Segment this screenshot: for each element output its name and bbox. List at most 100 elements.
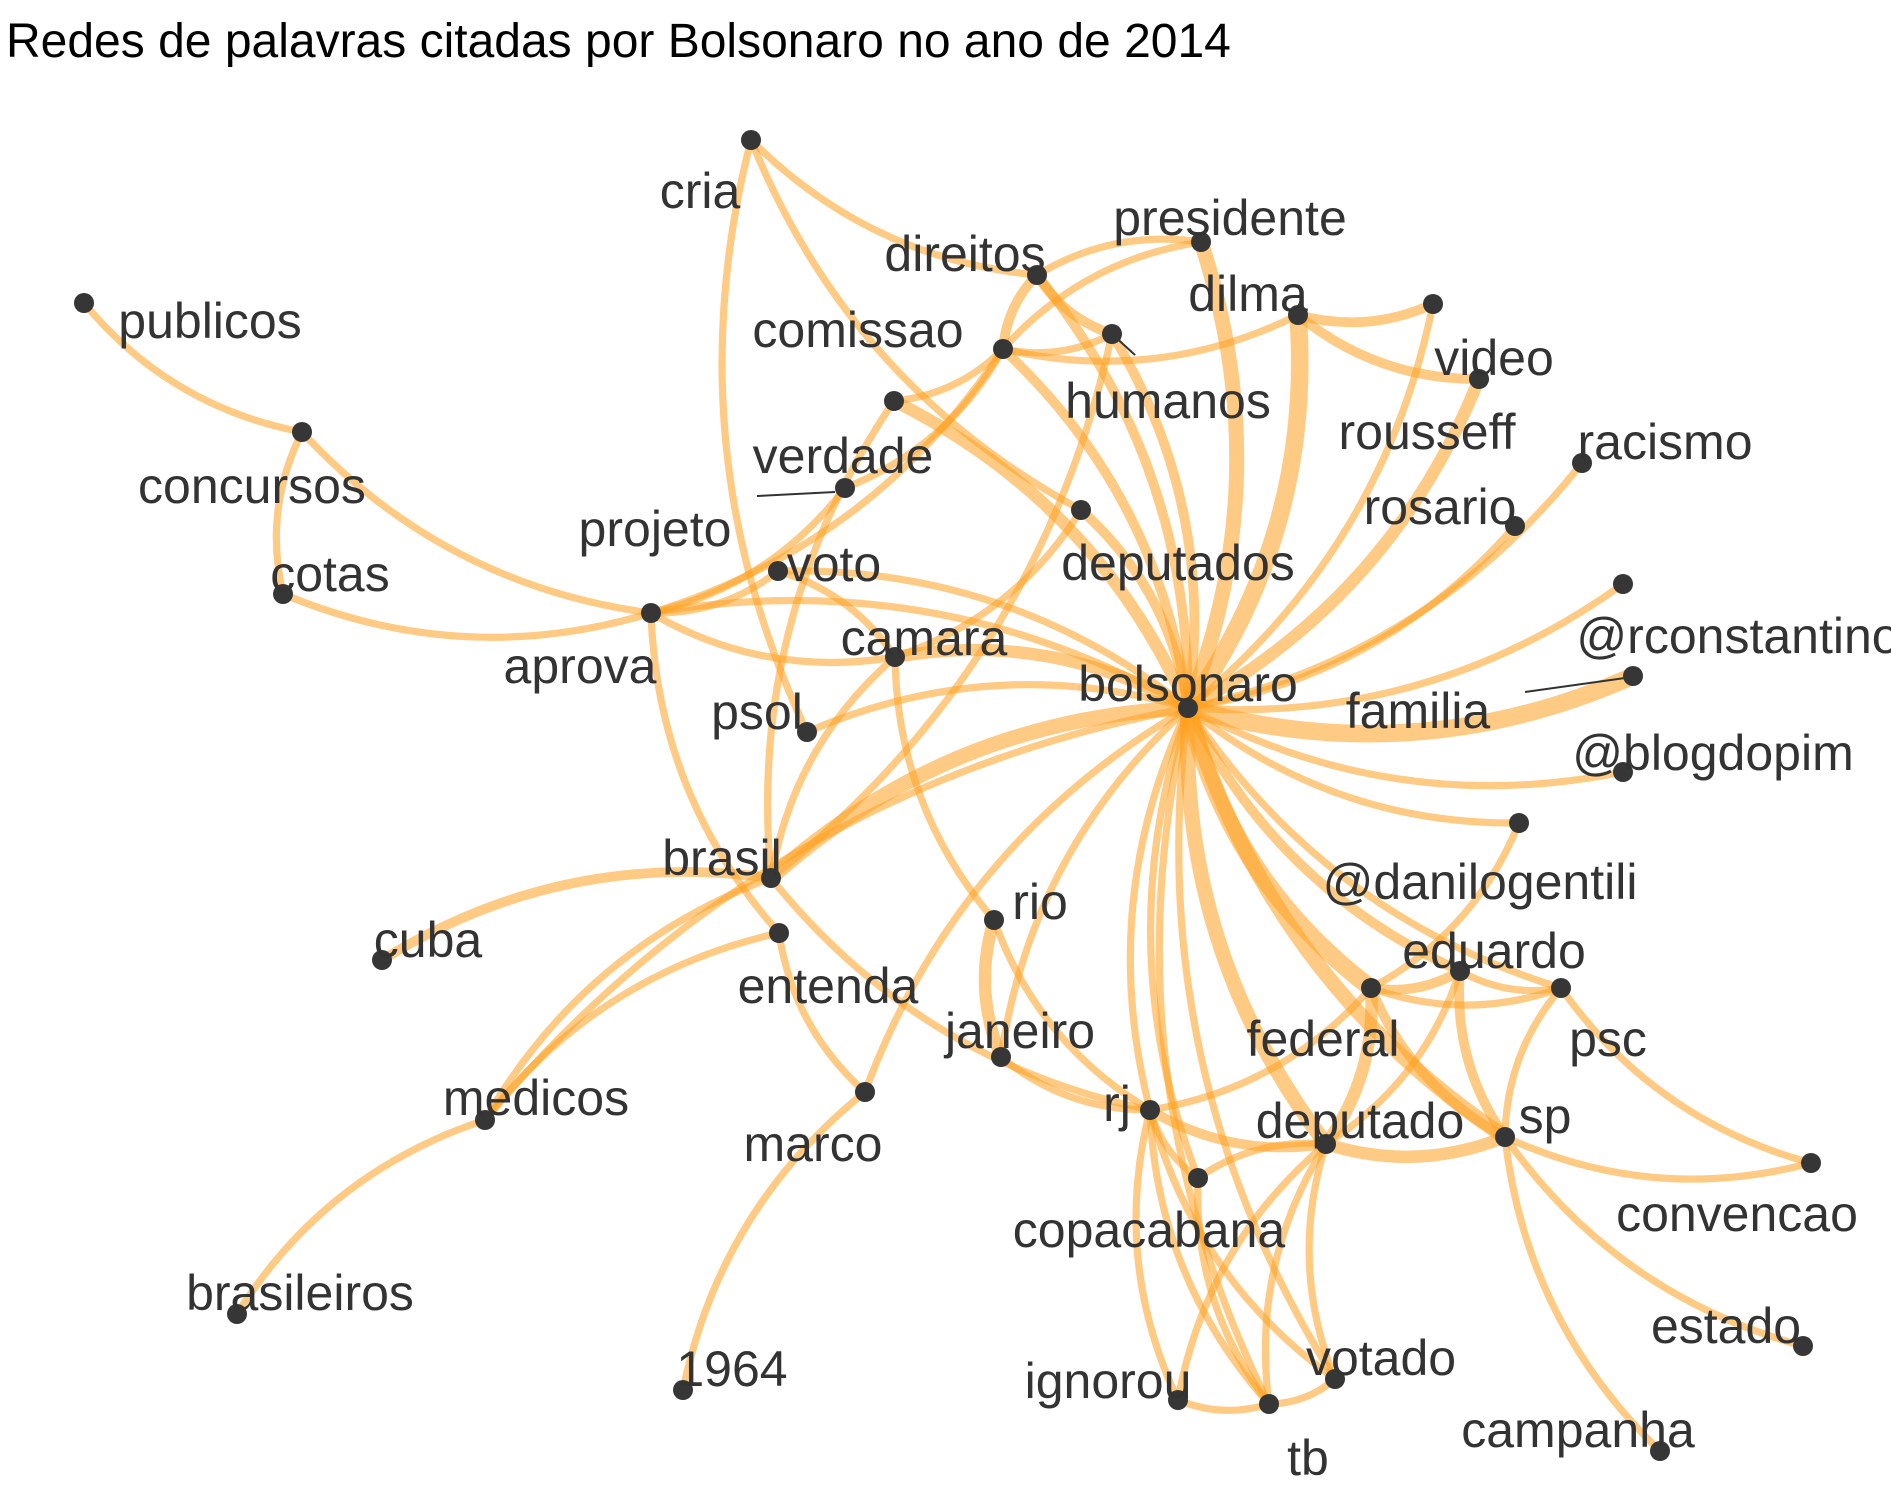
edge-bolsonaro-deputado <box>1179 700 1334 1152</box>
edge-sp-convencao <box>1501 1133 1815 1183</box>
node-rconstantino <box>1613 574 1633 594</box>
node-label-1964: 1964 <box>676 1341 787 1397</box>
edge-bolsonaro-deputados <box>1076 505 1193 713</box>
edge-rj-federal <box>1146 984 1375 1114</box>
edge-janeiro-rj <box>997 1053 1154 1114</box>
node-label-projeto: projeto <box>579 501 732 557</box>
node-label-direitos: direitos <box>884 226 1045 282</box>
node-label-psol: psol <box>711 684 803 740</box>
edge-deputado-tb <box>1261 1140 1330 1408</box>
edge-entenda-marco <box>775 929 869 1096</box>
node-danilogentili <box>1509 813 1529 833</box>
edge-bolsonaro-rconstantino <box>1184 580 1627 714</box>
node-label-tb: tb <box>1287 1430 1329 1486</box>
node-label-camara: camara <box>841 610 1008 666</box>
node-label-racismo: racismo <box>1577 414 1752 470</box>
edge-bolsonaro-humanos <box>1107 329 1200 713</box>
edge-rio-rj <box>990 916 1154 1114</box>
node-cuba <box>372 950 392 970</box>
node-label-eduardo: eduardo <box>1402 923 1586 979</box>
node-federal <box>1361 978 1381 998</box>
node-label-comissao: comissao <box>752 302 963 358</box>
node-label-cria: cria <box>660 163 741 219</box>
node-label-publicos: publicos <box>118 293 301 349</box>
node-dilma <box>1288 305 1308 325</box>
edge-psc-sp <box>1501 984 1565 1141</box>
edge-bolsonaro-brasil <box>763 700 1196 886</box>
node-label-copacabana: copacabana <box>1013 1202 1286 1258</box>
node-verdade <box>884 391 904 411</box>
node-1964 <box>673 1380 693 1400</box>
node-cria <box>741 130 761 150</box>
edge-federal-psc <box>1367 984 1565 1009</box>
edge-marco-1964 <box>679 1088 869 1394</box>
node-eduardo <box>1450 961 1470 981</box>
node-marco <box>855 1082 875 1102</box>
edge-brasil-cuba <box>377 867 776 965</box>
edge-bolsonaro-dilma <box>1179 306 1309 717</box>
node-rio <box>984 910 1004 930</box>
edge-bolsonaro-blogdopim <box>1184 704 1627 790</box>
node-copacabana <box>1188 1168 1208 1188</box>
edge-bolsonaro-psc <box>1184 704 1565 992</box>
edge-bolsonaro-eduardo <box>1183 703 1465 976</box>
edge-bolsonaro-direitos <box>1032 270 1193 713</box>
labels-layer: bolsonaro cria presidente direitos dilma comi… <box>118 163 1891 1486</box>
nodes-layer <box>74 130 1821 1461</box>
edge-rj-ignorou <box>1132 1106 1182 1404</box>
node-blogdopim <box>1613 762 1633 782</box>
edge-rj-votado <box>1146 1106 1339 1383</box>
node-label-ignorou: ignorou <box>1025 1353 1192 1409</box>
node-publicos <box>74 293 94 313</box>
node-label-marco: marco <box>744 1116 883 1172</box>
edge-entenda-medicos <box>481 929 783 1124</box>
edge-deputado-ignorou <box>1174 1140 1330 1404</box>
node-rousseff <box>1469 369 1489 389</box>
node-janeiro <box>991 1047 1011 1067</box>
edge-deputado-federal <box>1319 981 1378 1151</box>
edge-bolsonaro-racismo <box>1184 459 1586 712</box>
edge-verdade-comissao <box>890 345 1007 405</box>
node-label-video: video <box>1434 330 1554 386</box>
node-label-aprova: aprova <box>504 638 657 694</box>
edge-copacabana-tb <box>1194 1174 1273 1408</box>
node-label-blogdopim: @blogdopim <box>1572 725 1853 781</box>
node-voto <box>768 561 788 581</box>
node-label-janeiro: janeiro <box>943 1003 1095 1059</box>
node-concursos <box>292 422 312 442</box>
node-sp <box>1495 1127 1515 1147</box>
edge-sp-campanha <box>1501 1133 1664 1455</box>
node-campanha <box>1650 1441 1670 1461</box>
edge-bolsonaro-presidente <box>1180 234 1245 716</box>
edge-brasil-humanos <box>767 330 1116 882</box>
edge-deputado-copacabana <box>1194 1139 1330 1182</box>
edge-eduardo-sp <box>1454 966 1510 1142</box>
leader-line-projeto <box>756 491 836 497</box>
node-label-votado: votado <box>1306 1330 1456 1386</box>
node-projeto <box>835 478 855 498</box>
node-label-medicos: medicos <box>443 1070 629 1126</box>
edge-bolsonaro-janeiro <box>997 704 1192 1061</box>
edge-direitos-humanos <box>1032 270 1117 339</box>
node-familia <box>1623 666 1643 686</box>
node-label-presidente: presidente <box>1113 190 1347 246</box>
chart-title: Redes de palavras citadas por Bolsonaro … <box>6 15 1231 68</box>
edge-bolsonaro-rj <box>1126 704 1192 1114</box>
node-comissao <box>993 339 1013 359</box>
edge-rio-janeiro <box>978 913 1008 1064</box>
node-rosario <box>1505 516 1525 536</box>
node-label-federal: federal <box>1247 1011 1400 1067</box>
edge-aprova-entenda <box>647 609 783 937</box>
node-humanos <box>1102 324 1122 344</box>
node-label-rio: rio <box>1012 874 1068 930</box>
edge-cria-psol <box>718 136 811 736</box>
node-votado <box>1325 1369 1345 1389</box>
edge-deputado-sp <box>1319 1130 1512 1163</box>
node-label-danilogentili: @danilogentili <box>1323 854 1638 910</box>
node-brasileiros <box>227 1304 247 1324</box>
leader-line-familia <box>1524 677 1626 693</box>
node-label-rj: rj <box>1103 1076 1131 1132</box>
edge-presidente-direitos <box>1033 235 1205 279</box>
edge-bolsonaro-tb <box>1155 704 1273 1408</box>
node-label-estado: estado <box>1651 1298 1801 1354</box>
